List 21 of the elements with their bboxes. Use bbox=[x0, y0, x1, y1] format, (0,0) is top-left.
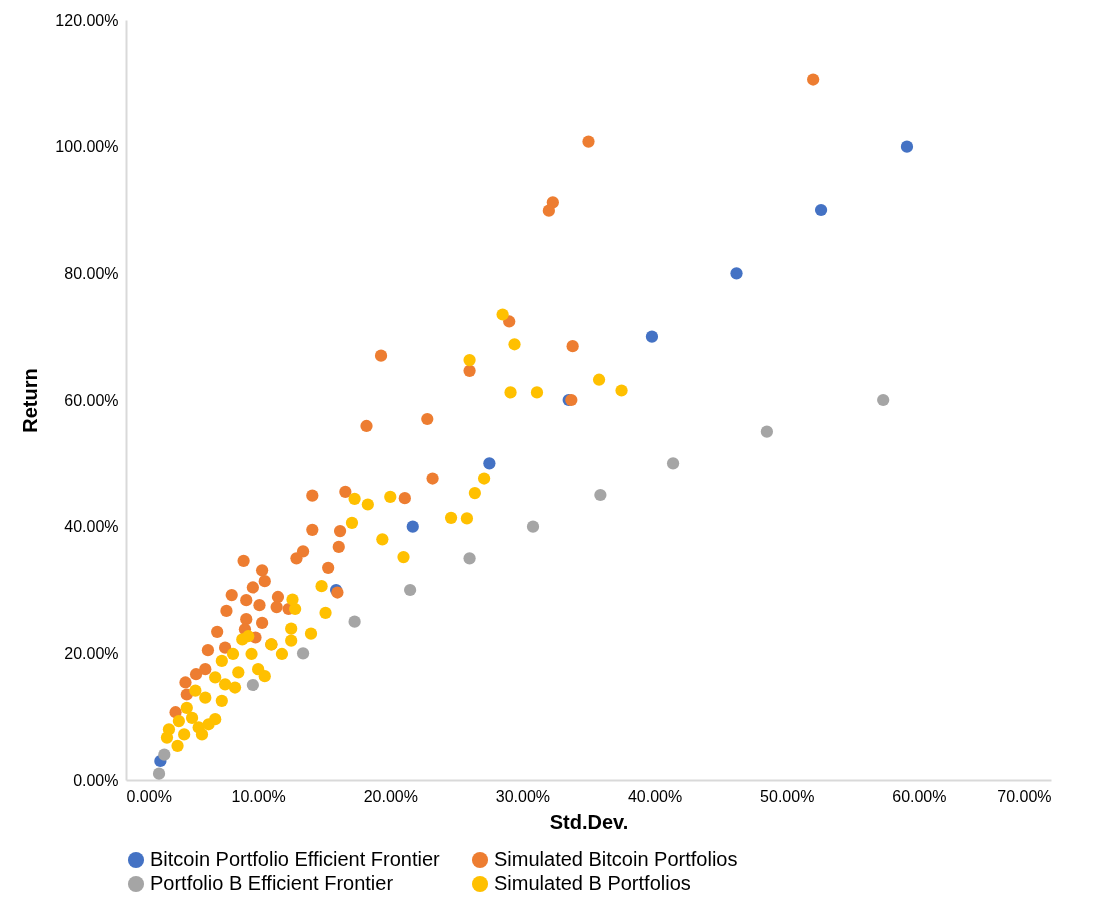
y-tick-label: 60.00% bbox=[64, 391, 119, 409]
y-tick-label: 40.00% bbox=[64, 518, 119, 536]
legend-label: Bitcoin Portfolio Efficient Frontier bbox=[150, 848, 441, 870]
x-tick-label: 10.00% bbox=[231, 787, 286, 805]
x-tick-label: 30.00% bbox=[495, 787, 551, 805]
y-axis-title: Return bbox=[19, 368, 42, 433]
y-tick-label: 100.00% bbox=[55, 138, 119, 156]
y-tick-label: 120.00% bbox=[55, 11, 119, 29]
legend-label: Simulated B Portfolios bbox=[494, 872, 691, 894]
legend-label: Portfolio B Efficient Frontier bbox=[150, 872, 394, 894]
y-tick-label: 0.00% bbox=[73, 771, 119, 789]
x-axis-title: Std.Dev. bbox=[549, 810, 629, 833]
x-tick-label: 20.00% bbox=[363, 787, 418, 805]
y-tick-label: 80.00% bbox=[64, 264, 119, 282]
legend-label: Simulated Bitcoin Portfolios bbox=[494, 848, 738, 870]
x-tick-label: 70.00% bbox=[997, 787, 1052, 805]
x-tick-label: 50.00% bbox=[760, 787, 815, 805]
x-tick-label: 60.00% bbox=[892, 787, 947, 805]
x-tick-label: 0.00% bbox=[126, 787, 172, 805]
x-tick-label: 40.00% bbox=[627, 787, 683, 805]
y-tick-label: 20.00% bbox=[64, 644, 119, 662]
